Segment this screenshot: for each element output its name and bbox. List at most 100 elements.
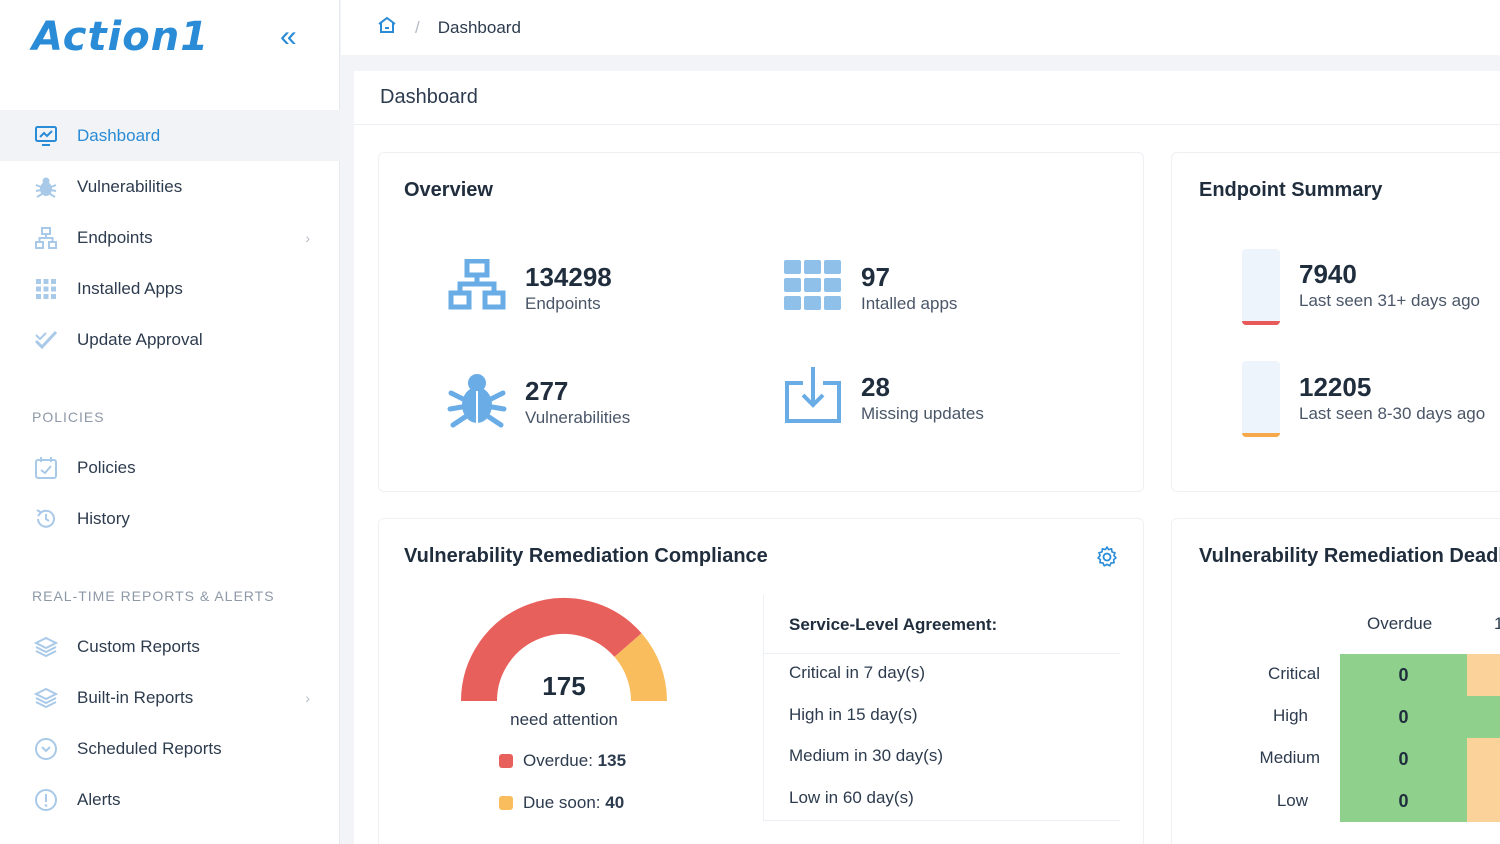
heat-cell-critical[interactable]: 0 [1340, 654, 1467, 696]
sidebar-item-label: History [77, 508, 130, 528]
sla-row-medium: Medium in 30 day(s) [789, 746, 944, 765]
grid-icon [34, 277, 58, 301]
stat-label: Endpoints [525, 293, 601, 313]
stat-label: Intalled apps [861, 293, 958, 313]
stat-vulnerabilities[interactable]: 277 Vulnerabilities [447, 369, 630, 434]
endpoint-summary-title: Endpoint Summary [1199, 179, 1383, 201]
heat-cell-low[interactable]: 0 [1340, 780, 1467, 822]
action1-logo[interactable]: Action1 [32, 14, 210, 60]
grid-icon [783, 259, 843, 316]
endpoint-count: 7940 [1299, 259, 1357, 289]
download-icon [783, 365, 843, 430]
sidebar-item-custom-reports[interactable]: Custom Reports [0, 621, 340, 672]
sidebar-item-update-approval[interactable]: Update Approval [0, 314, 340, 365]
stat-value: 277 [525, 375, 569, 406]
stat-label: Missing updates [861, 403, 984, 423]
sidebar-item-vulnerabilities[interactable]: Vulnerabilities [0, 161, 340, 212]
gauge-segment-due-soon [613, 633, 667, 702]
heat-row-label: Critical [1268, 664, 1320, 683]
heat-row-label: Medium [1259, 748, 1320, 767]
breadcrumb-separator: / [415, 17, 420, 37]
stat-value: 28 [861, 371, 890, 402]
endpoint-bar-31plus [1242, 249, 1280, 325]
stat-missing-updates[interactable]: 28 Missing updates [783, 365, 984, 430]
sidebar-item-history[interactable]: History [0, 493, 340, 544]
endpoint-row-8-30[interactable]: 12205 Last seen 8-30 days ago [1299, 372, 1485, 424]
legend-value: 40 [605, 793, 625, 812]
sidebar: Action1 « Dashboard Vulnerabilities Endp… [0, 0, 340, 844]
sidebar-item-alerts[interactable]: Alerts [0, 774, 340, 825]
chevron-right-icon: › [305, 689, 310, 706]
page-title: Dashboard [354, 71, 1500, 125]
stat-label: Vulnerabilities [525, 407, 631, 427]
bar-indicator [1242, 321, 1280, 325]
sidebar-item-label: Scheduled Reports [77, 738, 222, 758]
gauge-segment-overdue [461, 598, 642, 702]
column-header-overdue: Overdue [1367, 614, 1433, 633]
sidebar-item-scheduled-reports[interactable]: Scheduled Reports [0, 723, 340, 774]
stat-value: 97 [861, 261, 890, 292]
deadlines-card: Vulnerability Remediation Deadlines Over… [1171, 518, 1500, 844]
heat-cell-partial [1467, 696, 1500, 738]
network-icon [34, 226, 58, 250]
gauge-value: 175 [542, 671, 586, 701]
endpoint-summary-card: Endpoint Summary 7940 Last seen 31+ days… [1171, 152, 1500, 492]
heat-cell-medium[interactable]: 0 [1340, 738, 1467, 780]
collapse-sidebar-button[interactable]: « [280, 20, 297, 53]
column-header-partial: 1 [1494, 614, 1500, 634]
legend-due-soon: Due soon: 40 [499, 793, 624, 813]
section-label-policies: POLICIES [32, 409, 105, 425]
alert-icon [34, 788, 58, 812]
top-bar: / Dashboard [341, 0, 1500, 55]
sidebar-item-built-in-reports[interactable]: Built-in Reports › [0, 672, 340, 723]
network-icon [447, 258, 507, 316]
sidebar-item-label: Endpoints [77, 227, 153, 247]
bar-indicator [1242, 433, 1280, 437]
heat-cell-partial [1467, 738, 1500, 780]
sidebar-item-label: Vulnerabilities [77, 176, 183, 196]
clock-icon [34, 737, 58, 761]
legend-swatch [499, 754, 513, 768]
heat-row-label: High [1273, 706, 1308, 725]
legend-value: 135 [597, 751, 627, 770]
sidebar-item-endpoints[interactable]: Endpoints › [0, 212, 340, 263]
stat-endpoints[interactable]: 134298 Endpoints [447, 258, 612, 316]
legend-swatch [499, 796, 513, 810]
double-check-icon [34, 328, 58, 352]
home-icon[interactable] [377, 16, 397, 39]
endpoint-label: Last seen 8-30 days ago [1299, 404, 1486, 423]
deadlines-title: Vulnerability Remediation Deadlines [1199, 545, 1500, 567]
bug-icon [34, 175, 58, 199]
sidebar-item-label: Alerts [77, 789, 121, 809]
sla-divider [764, 820, 1120, 821]
sidebar-item-installed-apps[interactable]: Installed Apps [0, 263, 340, 314]
endpoint-label: Last seen 31+ days ago [1299, 291, 1480, 310]
calendar-check-icon [34, 456, 58, 480]
compliance-card: Vulnerability Remediation Compliance 175… [378, 518, 1144, 844]
sla-divider [764, 653, 1120, 654]
chevron-right-icon: › [305, 229, 310, 246]
endpoint-row-31plus[interactable]: 7940 Last seen 31+ days ago [1299, 259, 1480, 311]
endpoint-count: 12205 [1299, 372, 1372, 402]
legend-overdue: Overdue: 135 [499, 751, 626, 771]
stat-installed-apps[interactable]: 97 Intalled apps [783, 259, 957, 316]
endpoint-bar-8-30 [1242, 361, 1280, 437]
sidebar-item-dashboard[interactable]: Dashboard [0, 110, 340, 161]
stat-value: 134298 [525, 261, 612, 292]
sla-row-critical: Critical in 7 day(s) [789, 663, 926, 682]
gauge-caption: need attention [510, 710, 618, 729]
compliance-title: Vulnerability Remediation Compliance [404, 545, 768, 567]
heat-cell-partial [1467, 654, 1500, 696]
sidebar-item-policies[interactable]: Policies [0, 442, 340, 493]
heat-cell-high[interactable]: 0 [1340, 696, 1467, 738]
sla-title: Service-Level Agreement: [789, 615, 998, 634]
sla-row-high: High in 15 day(s) [789, 705, 918, 724]
sidebar-item-label: Update Approval [77, 329, 203, 349]
gear-icon[interactable] [1095, 545, 1119, 574]
legend-label: Due soon: [523, 793, 606, 812]
overview-card: Overview 134298 Endpoints 97 Intalled ap… [378, 152, 1144, 492]
sla-panel: Service-Level Agreement: Critical in 7 d… [763, 595, 1120, 821]
heat-row-label: Low [1276, 791, 1308, 810]
sidebar-item-label: Installed Apps [77, 278, 183, 298]
sidebar-item-label: Dashboard [77, 125, 161, 145]
